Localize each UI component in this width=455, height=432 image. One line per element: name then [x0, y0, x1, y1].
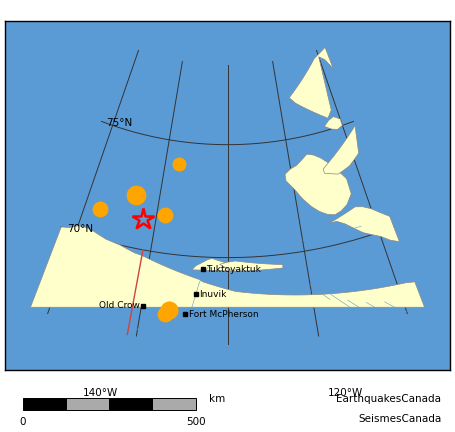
Polygon shape: [329, 207, 399, 241]
Text: 70°N: 70°N: [67, 224, 93, 234]
Text: Fort McPherson: Fort McPherson: [188, 310, 258, 319]
Bar: [66, 397, 109, 410]
Point: [165, 306, 172, 313]
Polygon shape: [30, 226, 425, 307]
Text: Tuktoyaktuk: Tuktoyaktuk: [207, 265, 261, 274]
Text: SeismesCanada: SeismesCanada: [358, 414, 441, 424]
Polygon shape: [324, 126, 359, 174]
Point: [162, 211, 169, 218]
Point: [161, 310, 168, 317]
Polygon shape: [220, 261, 283, 271]
Point: [97, 206, 104, 213]
Text: EarthquakesCanada: EarthquakesCanada: [336, 394, 441, 404]
Bar: [109, 397, 152, 410]
Polygon shape: [285, 154, 351, 215]
Polygon shape: [192, 258, 235, 271]
Text: 500: 500: [186, 416, 206, 426]
Text: 120°W: 120°W: [328, 388, 364, 398]
Text: Old Crow: Old Crow: [99, 301, 140, 310]
Bar: [23, 397, 66, 410]
Point: [132, 192, 139, 199]
Point: [176, 161, 183, 168]
Text: km: km: [209, 394, 226, 404]
Text: 0: 0: [20, 416, 26, 426]
Text: Inuvik: Inuvik: [200, 289, 227, 299]
Text: 140°W: 140°W: [82, 388, 118, 398]
Text: 75°N: 75°N: [106, 118, 132, 128]
Bar: [152, 397, 196, 410]
Polygon shape: [324, 117, 343, 130]
Polygon shape: [289, 48, 333, 118]
